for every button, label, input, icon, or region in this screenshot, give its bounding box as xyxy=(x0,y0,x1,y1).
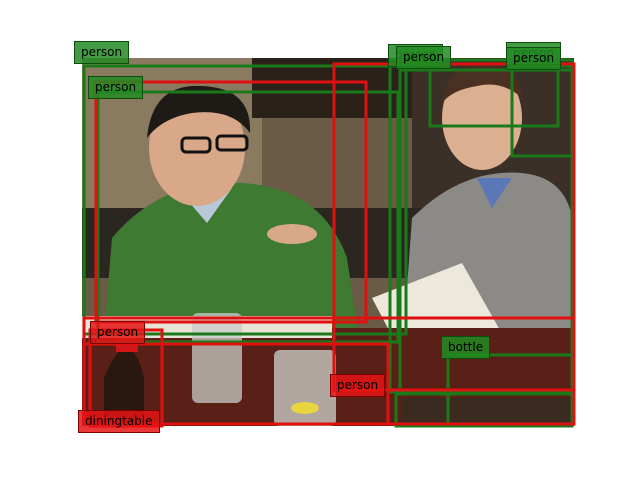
restaurant-photo xyxy=(82,58,574,426)
box-label: person xyxy=(74,41,130,64)
bbox xyxy=(82,342,390,426)
box-label: person xyxy=(88,76,144,99)
box-label: person xyxy=(90,321,146,344)
bbox xyxy=(428,68,560,128)
bbox xyxy=(332,62,576,392)
bbox xyxy=(82,64,408,336)
box-label: person xyxy=(396,46,452,69)
bbox xyxy=(96,90,400,344)
box-label: bottle xyxy=(441,336,491,359)
box-label: person xyxy=(330,374,386,397)
bbox xyxy=(510,64,574,158)
box-label: person xyxy=(506,47,562,70)
box-label: diningtable xyxy=(78,410,160,433)
bbox xyxy=(394,392,574,428)
bbox xyxy=(94,80,368,324)
